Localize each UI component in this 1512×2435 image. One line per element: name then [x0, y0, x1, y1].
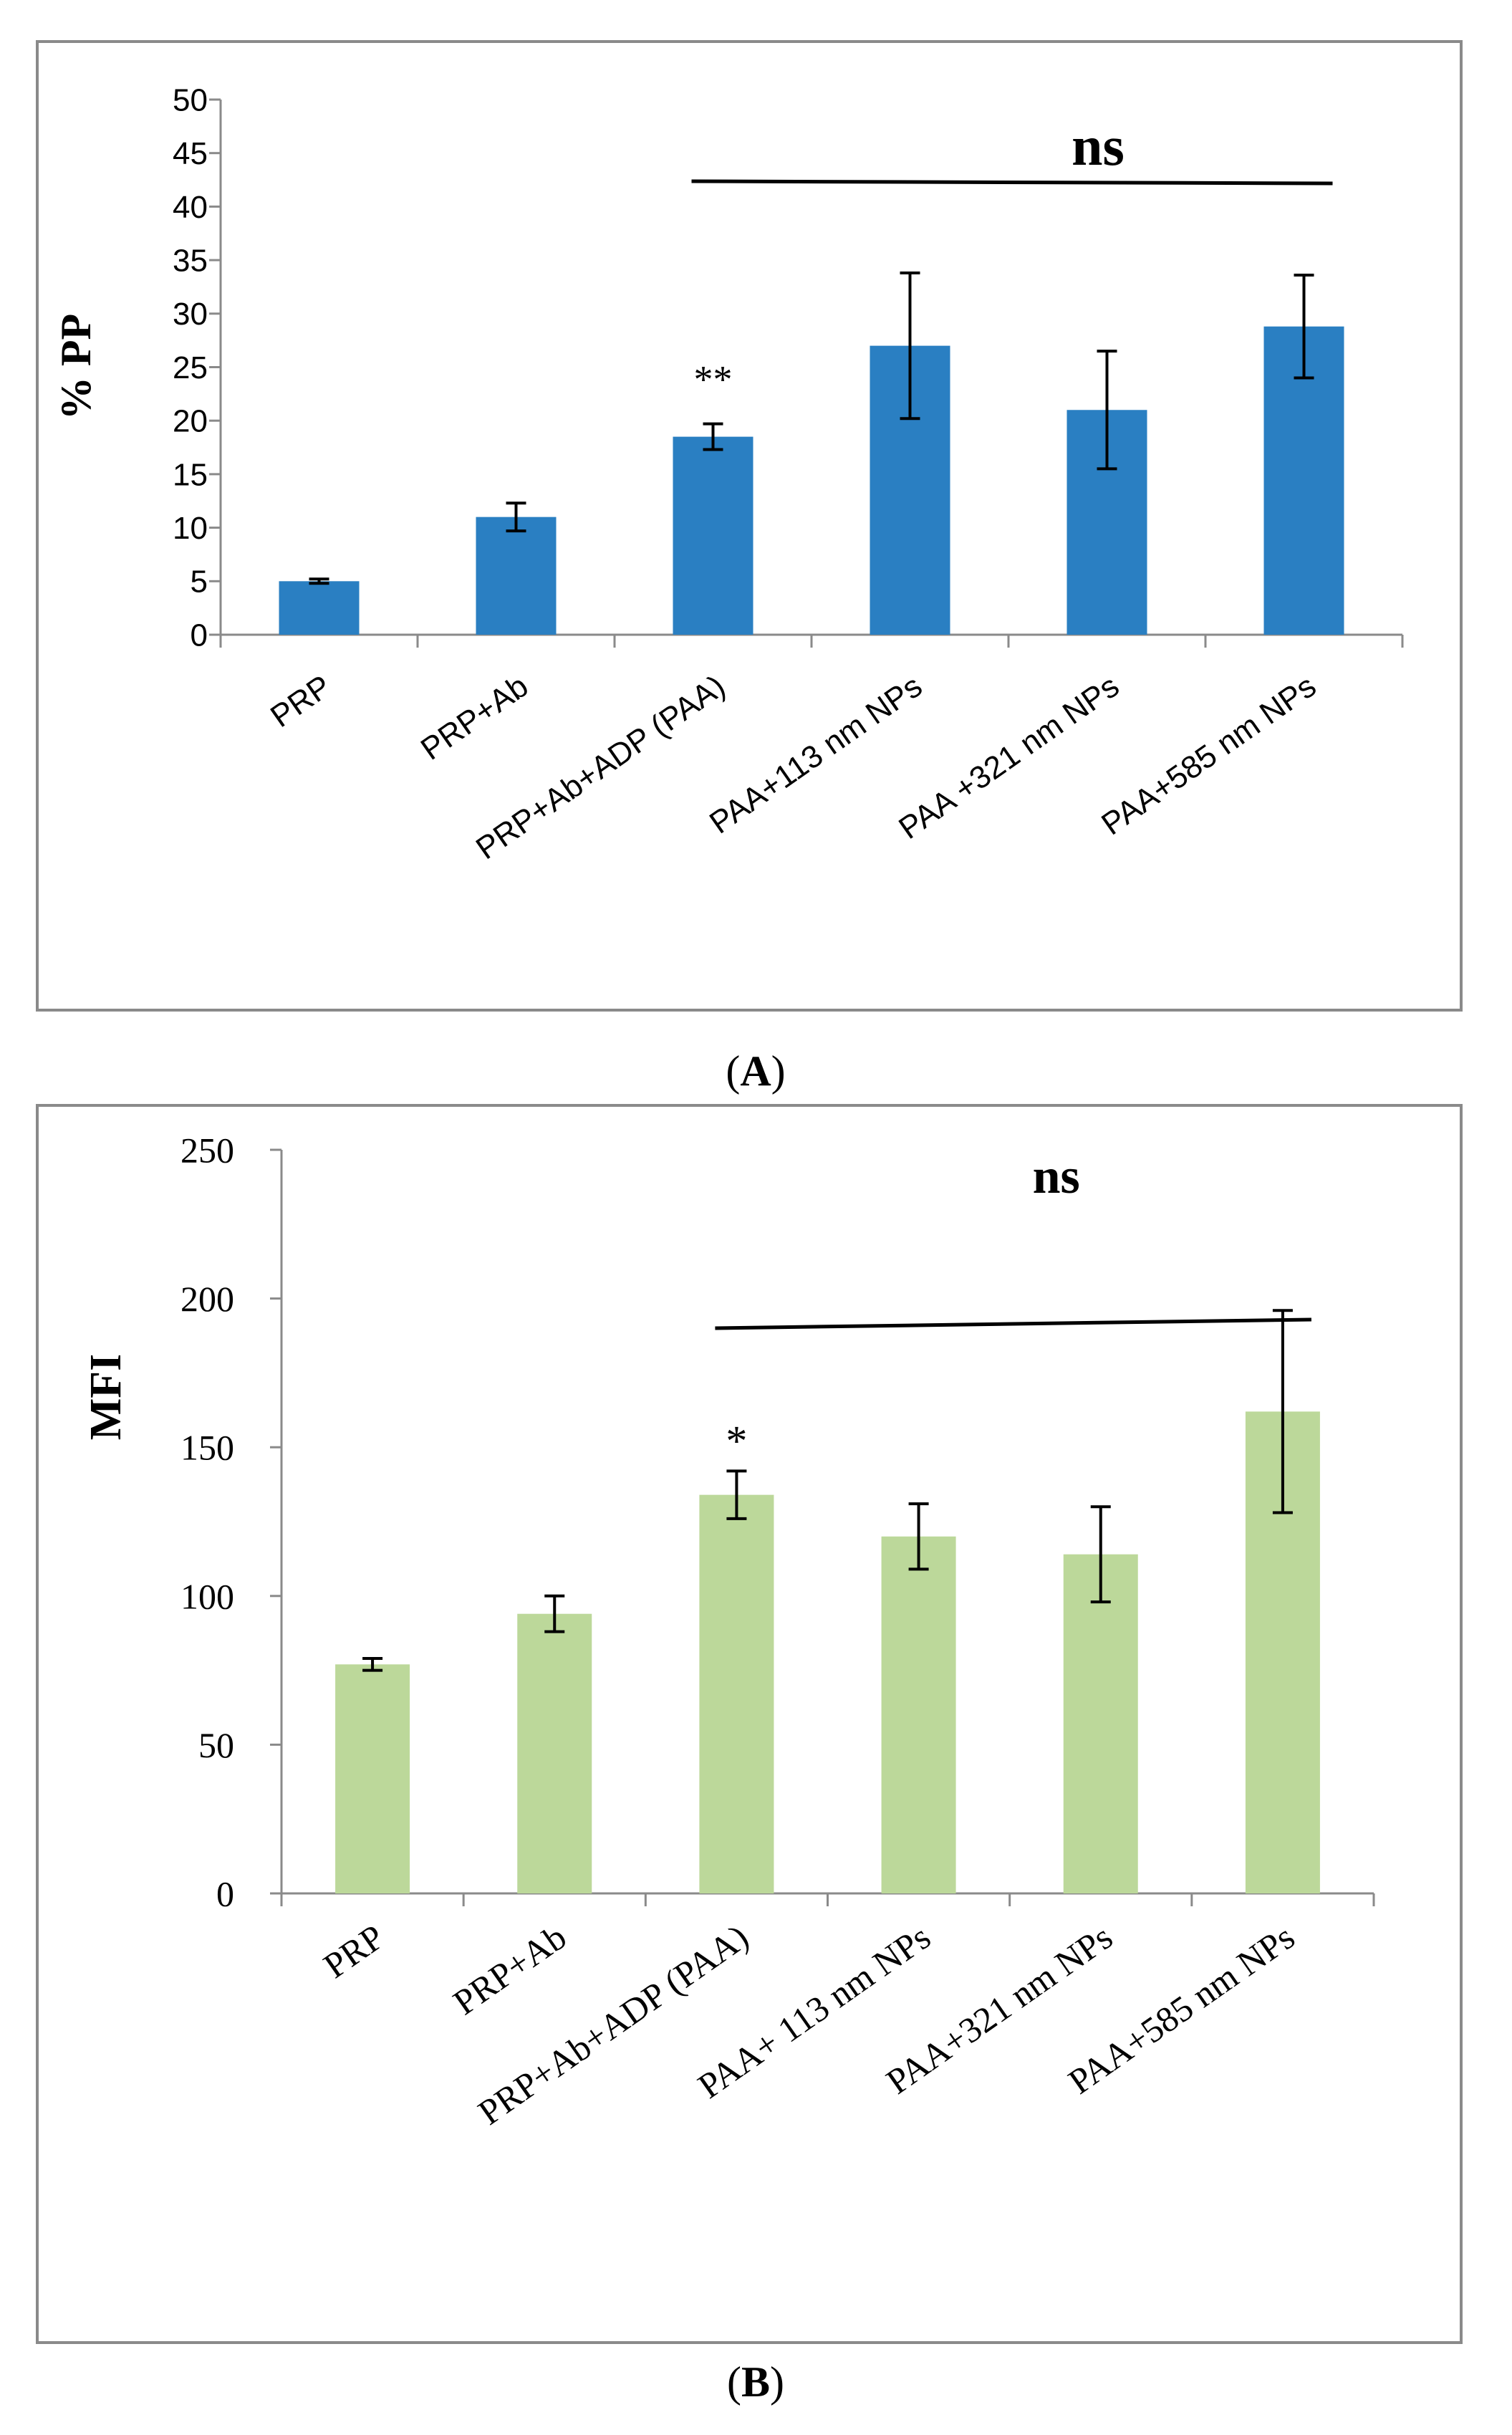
y-tick-label: 100 — [180, 1576, 234, 1616]
error-bar-3 — [908, 1502, 929, 1571]
error-bar-1 — [544, 1594, 565, 1633]
y-tick-label: 0 — [216, 1874, 234, 1914]
bar-2 — [673, 436, 753, 635]
y-axis-label: MFI — [82, 1354, 130, 1441]
error-bar-5 — [1272, 1309, 1293, 1514]
y-tick-label: 250 — [180, 1130, 234, 1171]
y-tick-label: 50 — [173, 82, 208, 117]
error-bar-2 — [703, 422, 723, 451]
bar-3 — [881, 1536, 956, 1893]
error-bar-4 — [1097, 350, 1117, 471]
ns-bracket-line — [715, 1317, 1311, 1330]
bar-2 — [699, 1494, 774, 1893]
panel-frame — [36, 1104, 1463, 2344]
error-bar-2 — [726, 1469, 747, 1520]
y-tick-label: 35 — [173, 244, 208, 279]
error-bar-1 — [506, 501, 526, 533]
panel-caption: (A) — [726, 1047, 785, 1095]
y-tick-label: 5 — [191, 565, 208, 600]
bar-0 — [335, 1664, 410, 1893]
y-axis-label: % PP — [52, 314, 100, 420]
y-tick-label: 30 — [173, 297, 208, 332]
y-tick-label: 25 — [173, 350, 208, 385]
bar-4 — [1063, 1554, 1138, 1893]
error-bar-5 — [1294, 274, 1314, 380]
y-tick-label: 200 — [180, 1279, 234, 1319]
y-tick-label: 45 — [173, 136, 208, 171]
y-tick-label: 50 — [198, 1725, 234, 1765]
significance-marker: * — [726, 1417, 747, 1464]
significance-marker: ** — [694, 358, 733, 401]
y-tick-label: 0 — [191, 618, 208, 653]
ns-bracket-line — [691, 179, 1333, 186]
bar-1 — [517, 1613, 592, 1893]
ns-label: ns — [1072, 115, 1125, 177]
ns-label: ns — [1033, 1149, 1080, 1204]
panel-caption: (B) — [727, 2358, 784, 2406]
error-bar-3 — [900, 272, 920, 421]
bar-0 — [279, 581, 360, 635]
y-tick-label: 150 — [180, 1428, 234, 1468]
panel-frame — [36, 40, 1463, 1012]
y-tick-label: 40 — [173, 190, 208, 225]
error-bar-4 — [1090, 1505, 1111, 1604]
error-bar-0 — [309, 577, 329, 585]
error-bar-0 — [362, 1656, 383, 1672]
y-tick-label: 10 — [173, 511, 208, 546]
y-tick-label: 20 — [173, 404, 208, 439]
y-tick-label: 15 — [173, 457, 208, 492]
bar-1 — [476, 517, 557, 635]
